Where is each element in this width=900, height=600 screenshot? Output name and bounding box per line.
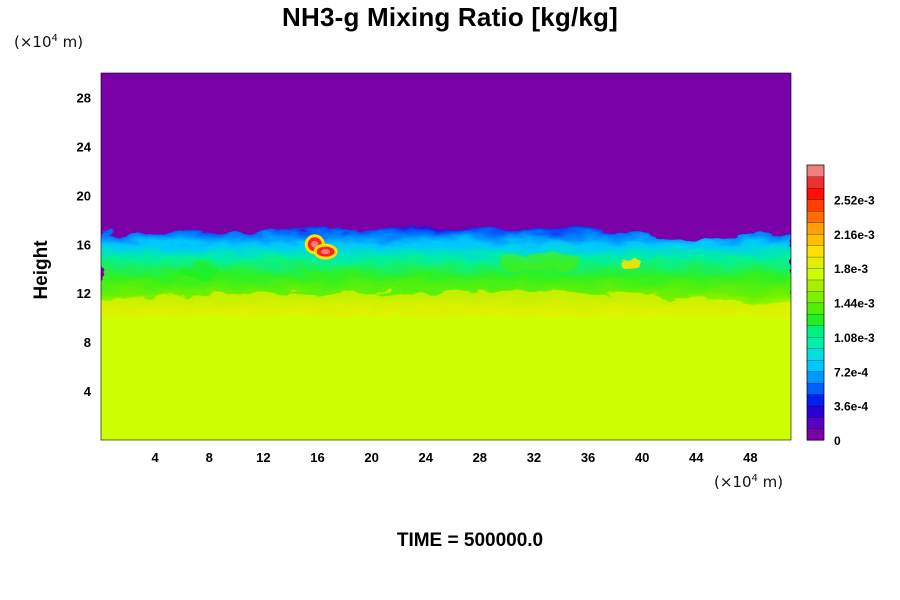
chart-title: NH3-g Mixing Ratio [kg/kg]: [282, 2, 618, 32]
x-tick-label: 36: [581, 450, 595, 465]
colorbar-swatch: [806, 348, 825, 361]
x-tick-label: 48: [743, 450, 757, 465]
x-tick-label: 12: [256, 450, 270, 465]
colorbar-swatch: [806, 164, 825, 178]
colorbar-swatch: [806, 382, 825, 395]
heatmap-field: [101, 73, 791, 440]
colorbar-swatch: [806, 336, 825, 349]
colorbar-tick-label: 7.2e-4: [834, 365, 868, 379]
lower-layer: [101, 300, 791, 440]
colorbar-swatch: [806, 199, 825, 212]
colorbar-swatch: [806, 428, 825, 441]
colorbar-tick-label: 2.16e-3: [834, 228, 875, 242]
colorbar-swatch: [806, 256, 825, 269]
hotspot-core: [321, 249, 331, 255]
x-tick-label: 20: [364, 450, 378, 465]
colorbar-swatch: [806, 290, 825, 304]
y-tick-label: 12: [77, 286, 91, 301]
colorbar: 0 3.6e-4 7.2e-4 1.08e-3 1.44e-3 1.8e-3 2.16e-3…: [806, 164, 875, 448]
y-axis-ticks: 4 8 12 16 20 24 28: [77, 90, 92, 399]
local-maxima: [304, 234, 338, 260]
y-tick-label: 20: [77, 188, 91, 203]
colorbar-tick-label: 0: [834, 434, 841, 448]
colorbar-swatch: [806, 416, 825, 430]
colorbar-tick-label: 1.44e-3: [834, 297, 875, 311]
colorbar-swatch: [806, 325, 825, 338]
colorbar-swatch: [806, 233, 825, 246]
colorbar-swatch: [806, 222, 825, 235]
y-tick-label: 8: [84, 335, 91, 350]
x-tick-label: 28: [473, 450, 487, 465]
colorbar-swatch: [806, 267, 825, 281]
x-tick-label: 40: [635, 450, 649, 465]
colorbar-tick-label: 2.52e-3: [834, 193, 875, 207]
colorbar-tick-label: 1.08e-3: [834, 331, 875, 345]
x-unit-label: (×104 m): [714, 473, 784, 491]
colorbar-swatch: [806, 394, 825, 407]
x-tick-label: 44: [689, 450, 704, 465]
x-tick-label: 8: [206, 450, 213, 465]
hotspot-core: [311, 240, 319, 248]
colorbar-swatch: [806, 359, 825, 372]
colorbar-swatch: [806, 405, 825, 418]
x-tick-label: 32: [527, 450, 541, 465]
x-axis-ticks: 4 8 12 16 20 24 28 32 36 40 44 48: [152, 450, 758, 465]
colorbar-swatch: [806, 187, 825, 200]
colorbar-swatch: [806, 176, 825, 189]
y-tick-label: 16: [77, 237, 91, 252]
y-tick-label: 4: [84, 384, 92, 399]
colorbar-swatch: [806, 279, 825, 292]
colorbar-swatch: [806, 371, 825, 384]
colorbar-swatch: [806, 245, 825, 258]
y-tick-label: 28: [77, 90, 91, 105]
colorbar-swatch: [806, 313, 825, 326]
x-tick-label: 16: [310, 450, 324, 465]
time-label: TIME = 500000.0: [396, 530, 544, 551]
transition-band: [101, 226, 791, 318]
colorbar-tick-label: 3.6e-4: [834, 400, 868, 414]
colorbar-tick-label: 1.8e-3: [834, 262, 868, 276]
colorbar-frame: [806, 164, 825, 441]
colorbar-swatch: [806, 210, 825, 223]
y-tick-label: 24: [77, 139, 92, 154]
x-tick-label: 24: [418, 450, 433, 465]
y-unit-label: (×104 m): [14, 33, 84, 51]
x-tick-label: 4: [152, 450, 160, 465]
colorbar-swatch: [806, 302, 825, 315]
plot-frame: [100, 72, 792, 441]
